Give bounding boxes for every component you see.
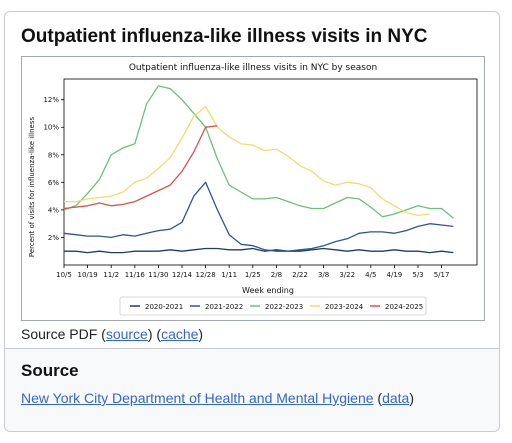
plot-frame	[63, 78, 478, 266]
series-line-2020-2021	[64, 247, 454, 254]
x-tick-label: 11/16	[125, 271, 146, 279]
chart-figure: Outpatient influenza-like illness visits…	[21, 56, 485, 321]
x-tick-label: 12/14	[172, 271, 193, 279]
caption-middle: ) (	[147, 326, 162, 342]
source-line: New York City Department of Health and M…	[21, 390, 414, 406]
figure-caption: Source PDF (source) (cache)	[21, 326, 203, 342]
y-tick-label: 4%	[48, 206, 59, 214]
source-close-paren: )	[409, 390, 414, 406]
series-line-2021-2022	[63, 181, 454, 252]
source-open-paren: (	[373, 390, 383, 406]
y-tick-label: 10%	[43, 124, 59, 132]
legend-label: 2021-2022	[205, 303, 243, 311]
legend-label: 2020-2021	[145, 303, 183, 311]
caption-suffix: )	[198, 326, 204, 342]
series-line-2022-2023	[63, 85, 454, 219]
x-tick-label: 11/30	[148, 271, 168, 279]
x-tick-label: 1/25	[245, 271, 261, 279]
x-tick-label: 1/11	[221, 271, 237, 279]
legend-label: 2022-2023	[265, 303, 303, 311]
y-tick-label: 12%	[43, 96, 59, 104]
x-tick-label: 12/28	[196, 271, 216, 279]
series-line-2023-2024	[64, 105, 430, 217]
card-title: Outpatient influenza-like illness visits…	[21, 26, 428, 47]
y-axis-label: Percent of visits for influenza-like ill…	[28, 117, 36, 258]
x-tick-label: 4/19	[387, 271, 403, 279]
y-tick-label: 2%	[48, 234, 59, 242]
source-link[interactable]: source	[105, 326, 148, 342]
x-tick-label: 5/3	[412, 271, 423, 279]
legend-label: 2023-2024	[325, 303, 364, 311]
x-tick-label: 4/5	[365, 271, 376, 279]
series-line-2024-2025	[63, 125, 218, 210]
x-tick-label: 5/17	[434, 271, 450, 279]
chart-title: Outpatient influenza-like illness visits…	[129, 63, 377, 73]
x-tick-label: 3/22	[339, 271, 355, 279]
y-tick-label: 6%	[48, 179, 59, 187]
x-tick-label: 10/19	[78, 271, 98, 279]
chart-legend: 2020-2021 2021-2022 2022-2023 2023-2024 2024…	[119, 296, 427, 316]
source-section: Source New York City Department of Healt…	[5, 348, 499, 431]
y-tick-label: 8%	[48, 151, 59, 159]
org-link[interactable]: New York City Department of Health and M…	[21, 390, 374, 406]
x-tick-label: 3/8	[318, 271, 329, 279]
data-link[interactable]: data	[382, 390, 410, 406]
caption-prefix: Source PDF (	[21, 326, 106, 342]
x-tick-label: 11/2	[103, 271, 119, 279]
x-tick-label: 2/22	[292, 271, 308, 279]
cache-link[interactable]: cache	[161, 326, 199, 342]
chart-svg: Outpatient influenza-like illness visits…	[28, 63, 478, 316]
x-tick-label: 2/8	[271, 271, 282, 279]
x-tick-label: 10/5	[56, 271, 72, 279]
source-heading: Source	[21, 361, 79, 380]
legend-label: 2024-2025	[385, 303, 423, 311]
x-axis-label: Week ending	[242, 286, 294, 295]
chart-card: Outpatient influenza-like illness visits…	[4, 11, 500, 432]
legend-box	[119, 296, 427, 316]
